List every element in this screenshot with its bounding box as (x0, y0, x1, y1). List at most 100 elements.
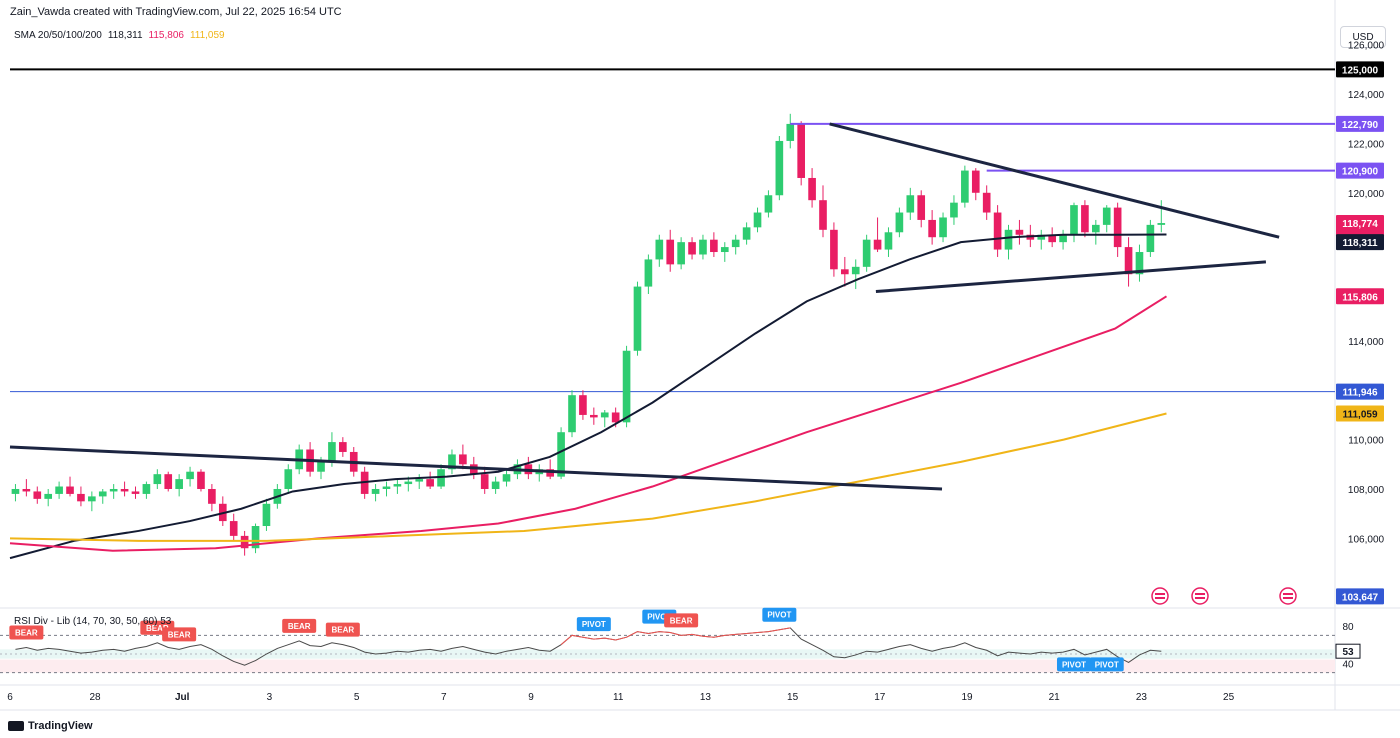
candle-body (44, 493, 53, 499)
candle-body (731, 239, 740, 248)
trendline (875, 260, 1267, 294)
candle-body (764, 195, 773, 213)
candle-body (393, 484, 402, 487)
candle-body (677, 242, 685, 265)
candle-body (197, 471, 205, 489)
price-label: 111,059 (1342, 409, 1377, 420)
candle-body (164, 474, 173, 489)
sma-legend[interactable]: SMA 20/50/100/200 118,311 115,806 111,05… (14, 30, 225, 41)
y-tick-label: 106,000 (1348, 534, 1385, 545)
candle-body (1102, 207, 1111, 225)
sma-value-20: 118,311 (107, 30, 143, 41)
rsi-value-bg (1335, 643, 1361, 659)
y-tick-label: 114,000 (1348, 337, 1384, 348)
candle-body (1124, 247, 1133, 275)
currency-button[interactable]: USD (1340, 26, 1386, 48)
candle-body (382, 486, 391, 489)
candle-body (1037, 234, 1046, 240)
price-label: 120,900 (1342, 167, 1379, 178)
x-tick-label: 23 (1136, 692, 1148, 703)
candle-body (710, 239, 718, 253)
candle-body (415, 479, 424, 482)
candle-body (404, 481, 413, 485)
price-label: 115,806 (1342, 292, 1378, 303)
candle-body (480, 474, 489, 489)
candle-body (720, 247, 729, 253)
rsi-signal-text: BEAR (146, 624, 169, 633)
rsi-legend[interactable]: RSI Div - Lib (14, 70, 30, 50, 60) 53 (14, 616, 171, 627)
trendline (829, 122, 1280, 239)
candle-body (644, 259, 653, 287)
sma-legend-label: SMA 20/50/100/200 (14, 30, 102, 41)
candle-body (251, 526, 260, 549)
us-flag-stripe (1283, 593, 1293, 595)
sma-value-200: 111,059 (189, 30, 225, 41)
x-tick-label: 13 (700, 692, 712, 703)
candle-body (546, 469, 554, 477)
bear-label (9, 625, 44, 640)
candle-body (240, 535, 249, 549)
candle-body (1015, 229, 1024, 235)
candle-body (1135, 252, 1144, 275)
candle-body (939, 217, 947, 238)
tradingview-footer[interactable]: TradingView (8, 720, 93, 732)
rsi-legend-value: 53 (160, 616, 172, 627)
price-label: 111,946 (1342, 388, 1377, 399)
candle-body (808, 177, 816, 201)
candle-body (961, 170, 969, 203)
candle-body (317, 461, 325, 472)
rsi-y-tick: 40 (1342, 659, 1354, 670)
candle-body (175, 479, 183, 489)
candle-body (950, 202, 958, 218)
x-tick-label: 21 (1049, 692, 1061, 703)
rsi-legend-label: RSI Div - Lib (14, 70, 30, 50, 60) (14, 616, 158, 627)
candle-body (77, 493, 85, 502)
rsi-signal-text: BEAR (168, 630, 191, 639)
us-flag-icon (1279, 587, 1297, 605)
y-tick-label: 124,000 (1348, 90, 1385, 101)
candle-body (655, 239, 664, 260)
candle-body (491, 481, 500, 489)
candle-body (1004, 229, 1013, 250)
candle-body (993, 212, 1002, 250)
price-label: 125,000 (1342, 65, 1379, 76)
bear-label (162, 627, 197, 642)
price-label: 122,790 (1342, 120, 1379, 131)
us-flag-stripe (1283, 597, 1293, 599)
candle-body (906, 195, 915, 213)
price-label: 118,774 (1342, 219, 1378, 230)
price-label-bg (1336, 588, 1384, 605)
x-tick-label: 7 (441, 692, 447, 703)
rsi-value-label: 53 (1342, 647, 1354, 658)
candle-body (666, 239, 675, 265)
rsi-divergence-segment (560, 627, 791, 646)
candle-body (1048, 234, 1056, 243)
candle-body (1146, 224, 1155, 253)
sma-value-100: 115,806 (148, 30, 184, 41)
candle-body (142, 484, 151, 494)
pivot-label (762, 607, 797, 622)
x-tick-label: 5 (354, 692, 360, 703)
bear-label (664, 613, 699, 628)
candle-body (459, 454, 467, 465)
rsi-signal-text: BEAR (332, 626, 355, 635)
trendline (9, 445, 943, 491)
tradingview-logo-icon (8, 721, 24, 731)
candle-body (775, 140, 784, 196)
y-tick-label: 110,000 (1348, 436, 1384, 447)
candle-body (55, 486, 63, 494)
tradingview-brand: TradingView (28, 720, 93, 732)
candle-body (120, 488, 129, 492)
candle-body (917, 195, 926, 220)
price-label-bg (1336, 234, 1384, 251)
price-label-bg (1336, 61, 1384, 78)
candle-body (579, 395, 587, 415)
sma200-line (9, 412, 1167, 542)
candle-body (622, 350, 631, 423)
pivot-label (1056, 657, 1091, 672)
x-tick-label: 17 (874, 692, 886, 703)
x-tick-label: 11 (613, 692, 624, 703)
candle-body (1157, 223, 1166, 225)
